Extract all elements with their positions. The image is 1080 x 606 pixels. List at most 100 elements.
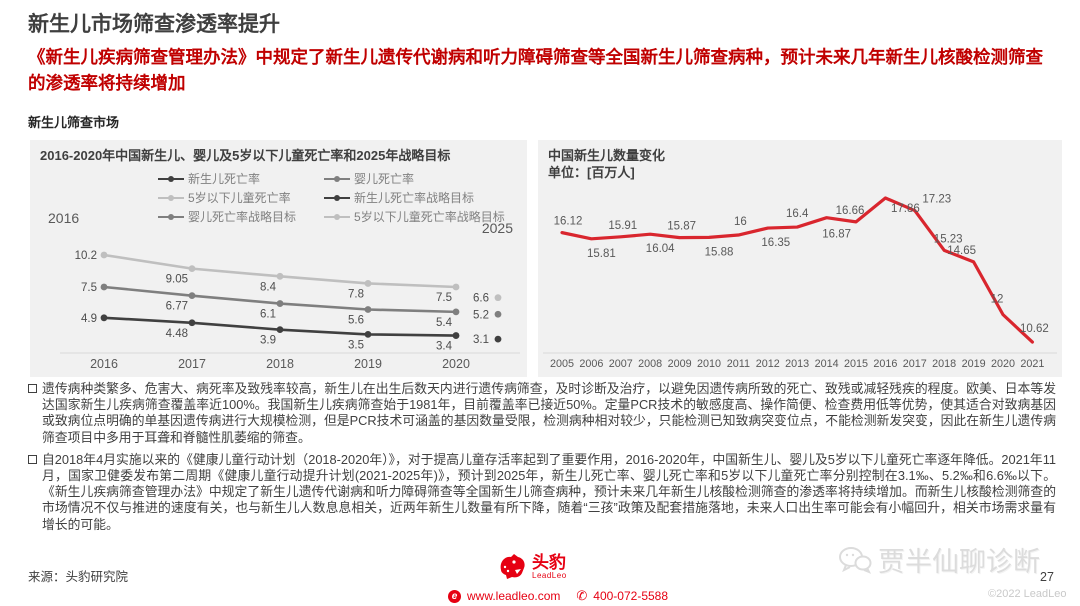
- legend-line-marker-icon: [158, 213, 184, 221]
- births-chart-panel: 中国新生儿数量变化 单位：[百万人] 2005 2006 2007 2008 2009 2…: [538, 140, 1062, 377]
- svg-text:2012: 2012: [756, 358, 780, 370]
- legend-item: 新生儿死亡率战略目标: [324, 189, 505, 206]
- svg-text:2013: 2013: [785, 358, 809, 370]
- svg-text:16.04: 16.04: [646, 243, 675, 255]
- section-label: 新生儿筛查市场: [28, 115, 120, 130]
- svg-text:2021: 2021: [1020, 358, 1044, 370]
- svg-text:2005: 2005: [550, 358, 574, 370]
- bullet-paragraph: 自2018年4月实施以来的《健康儿童行动计划（2018-2020年）》，对于提高…: [28, 452, 1056, 533]
- logo-text-cn: 头豹: [532, 553, 566, 572]
- page-number: 27: [1040, 570, 1054, 584]
- svg-text:10.62: 10.62: [1020, 323, 1049, 335]
- svg-text:2020: 2020: [442, 357, 470, 371]
- svg-text:12: 12: [991, 294, 1004, 306]
- legend-item: 婴儿死亡率: [324, 170, 505, 187]
- svg-text:16.12: 16.12: [554, 216, 583, 228]
- svg-text:7.5: 7.5: [81, 282, 97, 294]
- svg-text:16.87: 16.87: [822, 229, 851, 241]
- legend-line-marker-icon: [158, 175, 184, 183]
- legend-column: 婴儿死亡率新生儿死亡率战略目标 5岁以下儿童死亡率战略目标: [324, 170, 505, 225]
- svg-text:2018: 2018: [266, 357, 294, 371]
- logo-text-en: LeadLeo: [532, 571, 567, 580]
- legend-label: 新生儿死亡率战略目标: [354, 191, 475, 205]
- svg-text:15.81: 15.81: [587, 248, 616, 260]
- svg-text:2009: 2009: [668, 358, 692, 370]
- email-icon: e: [448, 589, 461, 603]
- watermark-text: 贾半仙聊诊断: [878, 547, 1040, 577]
- copyright: ©2022 LeadLeo: [988, 588, 1067, 600]
- leadleo-logo: 头豹 LeadLeo: [497, 553, 567, 581]
- legend-label: 5岁以下儿童死亡率战略目标: [354, 210, 505, 224]
- bullet-square-icon: [28, 454, 37, 464]
- svg-text:15.87: 15.87: [667, 221, 696, 233]
- svg-text:7.8: 7.8: [348, 288, 364, 300]
- svg-text:2018: 2018: [932, 358, 956, 370]
- births-chart-title: 中国新生儿数量变化 单位：[百万人]: [548, 147, 665, 181]
- births-chart-title-text: 中国新生儿数量变化: [548, 148, 666, 163]
- svg-text:4.9: 4.9: [81, 313, 97, 325]
- bullet-text: 自2018年4月实施以来的《健康儿童行动计划（2018-2020年）》，对于提高…: [42, 451, 1056, 532]
- mortality-chart-title: 2016-2020年中国新生儿、婴儿及5岁以下儿童死亡率和2025年战略目标: [40, 148, 451, 163]
- svg-text:4.48: 4.48: [166, 328, 188, 340]
- svg-text:5.4: 5.4: [436, 317, 453, 329]
- svg-text:10.2: 10.2: [75, 250, 97, 262]
- bullet-paragraph: 遗传病种类繁多、危害大、病死率及致残率较高，新生儿在出生后数天内进行遗传病筛查，…: [28, 381, 1056, 446]
- svg-text:9.05: 9.05: [166, 274, 188, 286]
- births-chart-unit-label: 单位：[百万人]: [548, 165, 635, 180]
- svg-text:2017: 2017: [903, 358, 927, 370]
- period-end-label: 2025: [481, 220, 513, 236]
- bullet-square-icon: [28, 384, 37, 393]
- legend-label: 5岁以下儿童死亡率: [188, 191, 291, 205]
- legend-label: 婴儿死亡率战略目标: [188, 210, 297, 224]
- source-note: 来源：头豹研究院: [28, 570, 129, 584]
- svg-text:15.23: 15.23: [934, 233, 963, 245]
- legend-line-marker-icon: [158, 194, 184, 202]
- svg-text:7.5: 7.5: [436, 292, 452, 304]
- svg-text:5.2: 5.2: [473, 309, 489, 321]
- period-start-label: 2016: [48, 210, 80, 226]
- page-title: 新生儿市场筛查渗透率提升: [28, 13, 280, 36]
- legend-item: 婴儿死亡率战略目标: [158, 208, 296, 225]
- births-chart: 2005 2006 2007 2008 2009 2010 2011 2012 2013 2014…: [543, 194, 1057, 370]
- svg-text:3.5: 3.5: [348, 339, 364, 351]
- svg-text:6.6: 6.6: [473, 293, 489, 305]
- website-link[interactable]: www.leadleo.com: [467, 589, 561, 603]
- svg-text:15.91: 15.91: [608, 220, 637, 232]
- svg-text:16: 16: [734, 216, 747, 228]
- bullet-text: 遗传病种类繁多、危害大、病死率及致残率较高，新生儿在出生后数天内进行遗传病筛查，…: [42, 381, 1056, 445]
- mortality-chart-legend: 新生儿死亡率 5岁以下儿童死亡率 婴儿死亡率战略目标 婴儿死亡率新生儿死亡率战略目标 5…: [158, 170, 505, 225]
- svg-text:2007: 2007: [609, 358, 633, 370]
- legend-label: 新生儿死亡率: [188, 172, 261, 186]
- page-subtitle: 《新生儿疾病筛查管理办法》中规定了新生儿遗传代谢病和听力障碍筛查等全国新生儿筛查…: [28, 47, 1043, 93]
- legend-item: 5岁以下儿童死亡率: [158, 189, 296, 206]
- svg-text:2019: 2019: [354, 357, 382, 371]
- svg-text:16.4: 16.4: [786, 208, 809, 220]
- svg-text:3.9: 3.9: [260, 335, 276, 347]
- legend-line-marker-icon: [324, 194, 351, 202]
- legend-item: 5岁以下儿童死亡率战略目标: [324, 208, 505, 225]
- svg-text:2016: 2016: [873, 358, 897, 370]
- svg-text:2015: 2015: [844, 358, 868, 370]
- contact-row: e www.leadleo.com ✆ 400-072-5588: [448, 588, 668, 604]
- body-text: 遗传病种类繁多、危害大、病死率及致残率较高，新生儿在出生后数天内进行遗传病筛查，…: [28, 381, 1056, 539]
- svg-text:2014: 2014: [815, 358, 839, 370]
- wechat-icon: [839, 546, 872, 574]
- legend-column: 新生儿死亡率 5岁以下儿童死亡率 婴儿死亡率战略目标: [158, 170, 296, 225]
- mortality-chart: 2016 2017 2018 2019 2020 10.2 9.05 8.4 7.8 7.5 6.6…: [60, 250, 520, 371]
- svg-text:2019: 2019: [962, 358, 986, 370]
- svg-text:2020: 2020: [991, 358, 1015, 370]
- svg-text:14.65: 14.65: [947, 245, 976, 257]
- svg-text:3.4: 3.4: [436, 341, 453, 353]
- mortality-chart-panel: 2016-2020年中国新生儿、婴儿及5岁以下儿童死亡率和2025年战略目标 新…: [30, 140, 527, 377]
- legend-line-marker-icon: [324, 213, 351, 221]
- svg-text:2006: 2006: [579, 358, 603, 370]
- phone-number: 400-072-5588: [593, 589, 669, 603]
- legend-line-marker-icon: [324, 175, 351, 183]
- watermark: 贾半仙聊诊断: [838, 540, 1040, 579]
- svg-text:16.35: 16.35: [761, 237, 790, 249]
- leopard-icon: [500, 554, 525, 579]
- svg-text:16.66: 16.66: [836, 205, 865, 217]
- legend-label: 婴儿死亡率: [354, 172, 415, 186]
- svg-text:5.6: 5.6: [348, 315, 364, 327]
- svg-text:2017: 2017: [178, 357, 206, 371]
